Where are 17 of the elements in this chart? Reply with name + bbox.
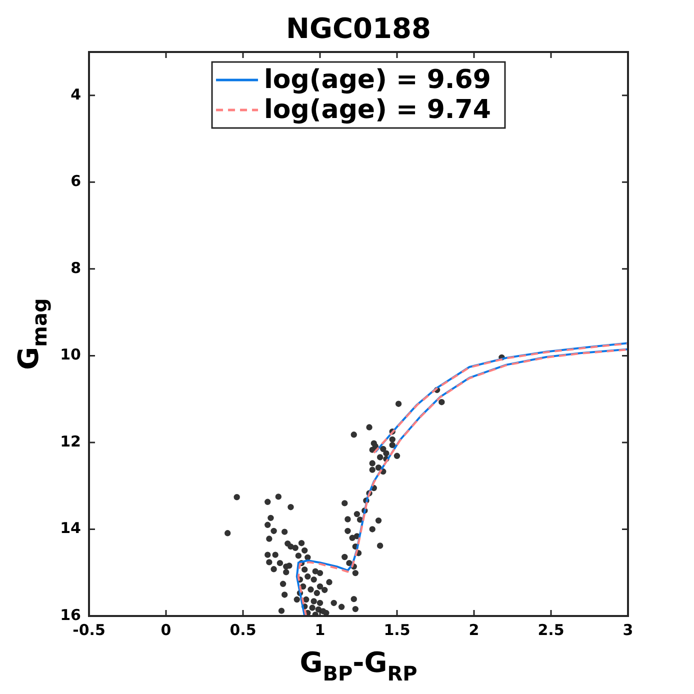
x-tick-label: 2	[468, 620, 480, 639]
y-tick-label: 12	[60, 432, 81, 450]
x-tick-label: 0.5	[230, 620, 256, 639]
x-tick-label: 1.5	[384, 620, 410, 639]
chart-title: NGC0188	[286, 12, 431, 45]
legend-label: log(age) = 9.69	[264, 64, 491, 95]
y-tick-label: 4	[70, 85, 81, 104]
x-tick-label: 0	[160, 620, 172, 639]
y-tick-label: 8	[70, 258, 81, 277]
y-tick-label: 10	[60, 346, 81, 364]
x-tick-label: 1	[314, 620, 326, 639]
y-axis-title: Gmag	[12, 298, 52, 370]
legend-label: log(age) = 9.74	[264, 94, 491, 125]
x-tick-label: 2.5	[538, 620, 564, 639]
y-tick-label: 6	[70, 172, 81, 190]
x-tick-label: 3	[622, 620, 634, 639]
y-tick-label: 14	[60, 519, 81, 538]
